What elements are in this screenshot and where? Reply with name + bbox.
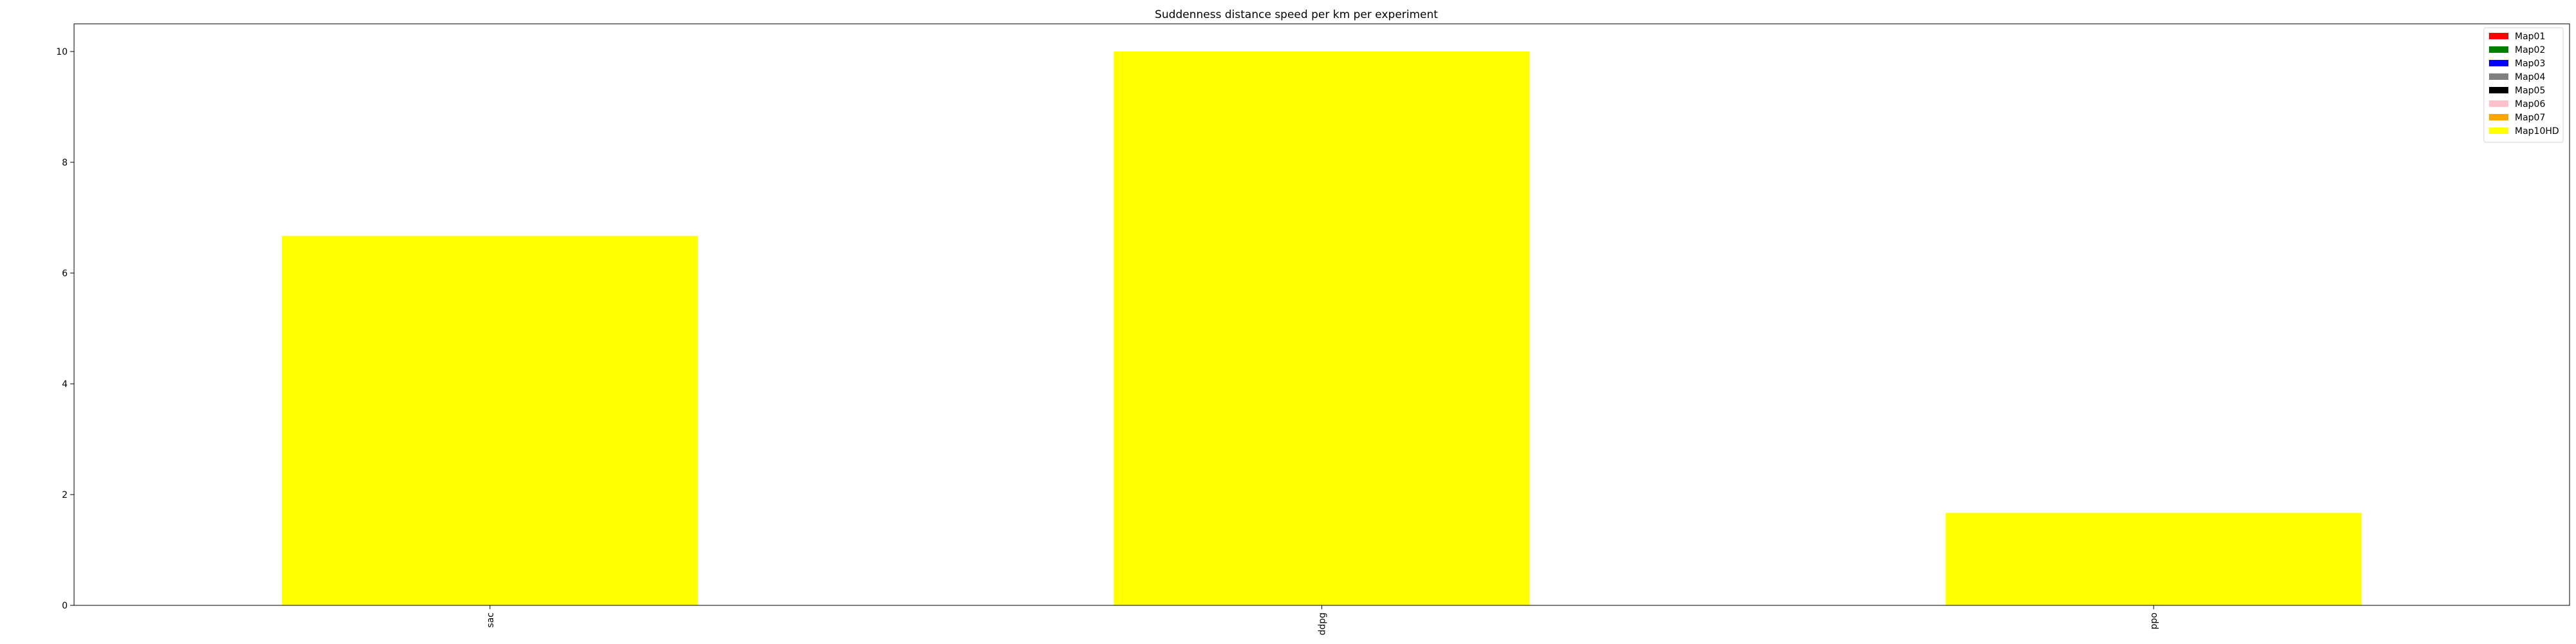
y-tick-label: 2: [62, 490, 68, 500]
legend-label: Map01: [2515, 32, 2545, 42]
legend-swatch-map07: [2489, 114, 2508, 120]
legend-swatch-map03: [2489, 60, 2508, 66]
bar-sac-map10hd: [282, 236, 698, 605]
x-tick-label: ddpg: [1318, 612, 1328, 636]
bar-ddpg-map10hd: [1114, 52, 1530, 605]
legend-label: Map05: [2515, 86, 2545, 96]
legend-swatch-map10hd: [2489, 128, 2508, 134]
legend-label: Map03: [2515, 59, 2545, 69]
legend: Map01 Map02 Map03 Map04 Map05 Map06 Map07 Map10…: [2484, 28, 2563, 142]
legend-swatch-map06: [2489, 100, 2508, 107]
plot-area: [74, 24, 2570, 605]
bar-ppo-map10hd: [1946, 513, 2362, 605]
legend-swatch-map01: [2489, 33, 2508, 39]
legend-swatch-map05: [2489, 87, 2508, 93]
legend-label: Map07: [2515, 113, 2545, 123]
chart-title: Suddenness distance speed per km per exp…: [1155, 8, 1438, 21]
y-tick-label: 6: [62, 269, 68, 279]
x-axis: sac ddpg ppo: [486, 605, 2159, 636]
legend-label: Map06: [2515, 99, 2545, 109]
legend-swatch-map02: [2489, 46, 2508, 53]
y-axis: 0 2 4 6 8 10: [56, 47, 74, 611]
x-tick-label: ppo: [2149, 612, 2159, 629]
legend-label: Map02: [2515, 45, 2545, 55]
legend-label: Map04: [2515, 72, 2545, 82]
y-tick-label: 8: [62, 158, 68, 168]
x-tick-label: sac: [486, 612, 496, 628]
y-tick-label: 10: [56, 47, 68, 57]
legend-label: Map10HD: [2515, 126, 2559, 137]
y-tick-label: 0: [62, 601, 68, 611]
legend-swatch-map04: [2489, 73, 2508, 80]
y-tick-label: 4: [62, 379, 68, 390]
